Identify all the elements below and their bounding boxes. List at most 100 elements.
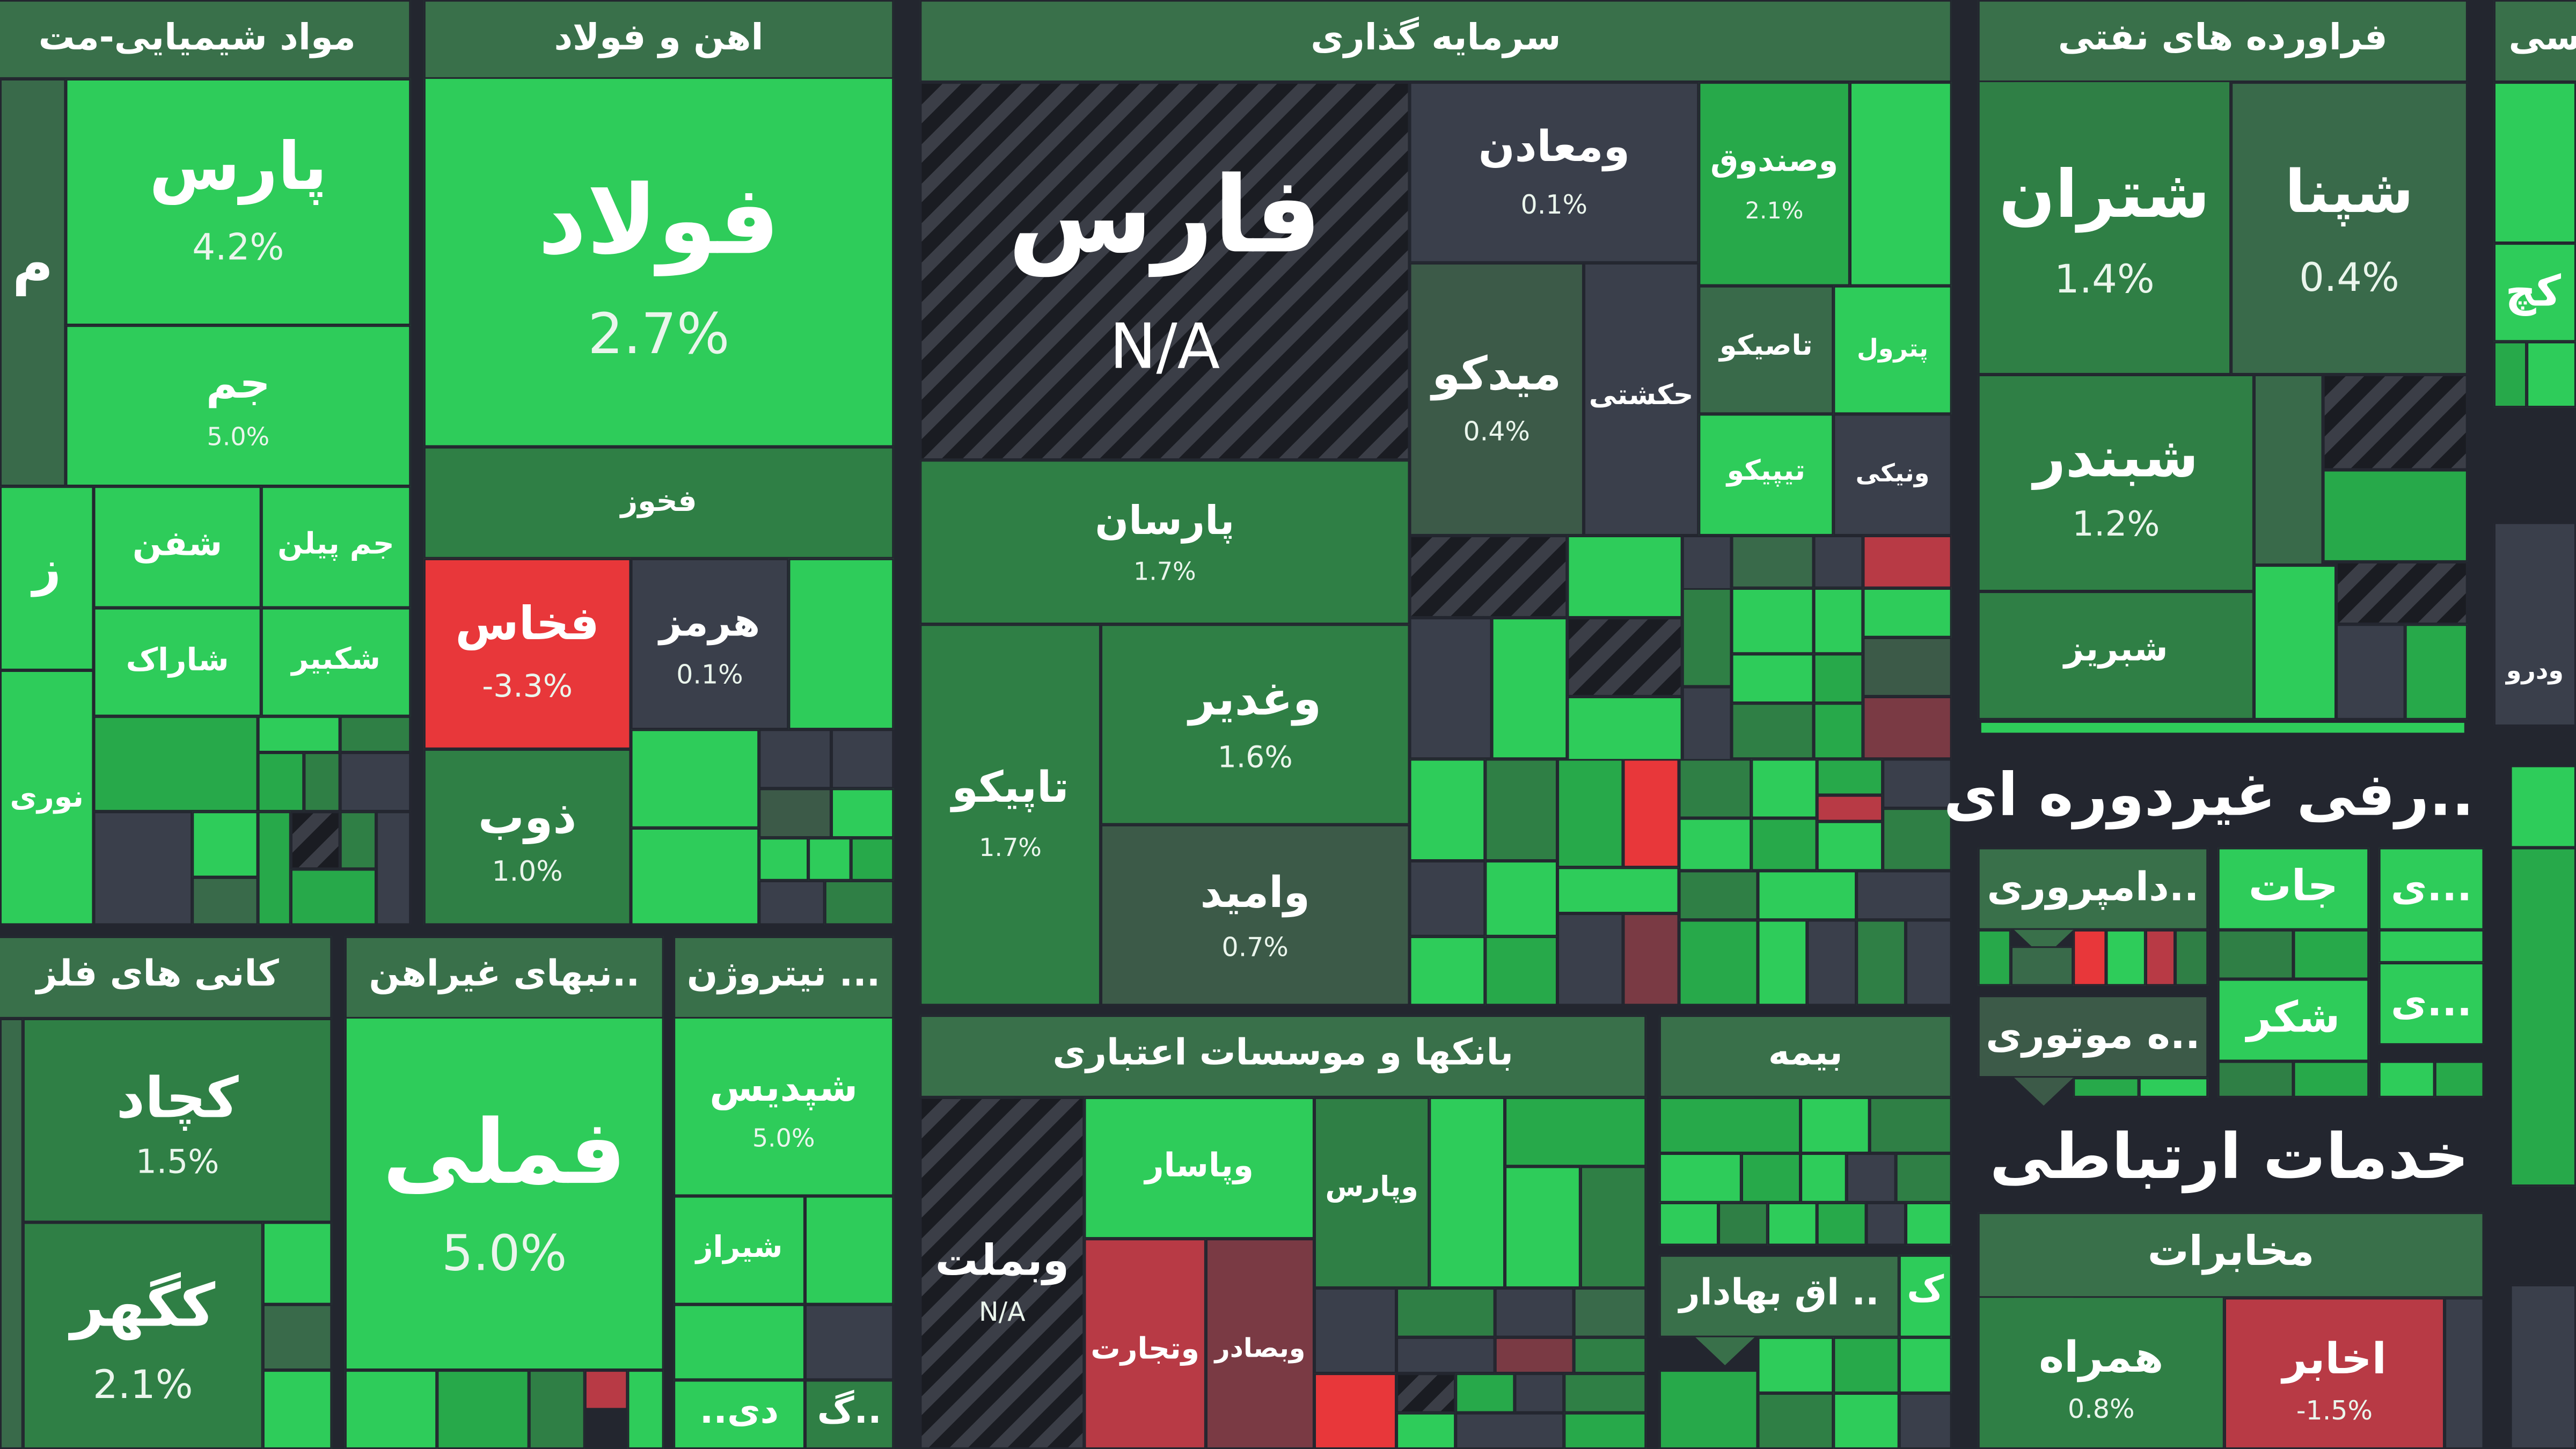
- tile-shafan[interactable]: شفن: [93, 486, 261, 608]
- tile-small[interactable]: [1495, 1287, 1574, 1337]
- sector-header-steel[interactable]: اهن و فولاد: [423, 0, 894, 79]
- tile-small[interactable]: [1659, 1153, 1741, 1203]
- tile-pars[interactable]: پارس 4.2%: [65, 78, 411, 326]
- tile-small[interactable]: [1741, 1153, 1801, 1203]
- tile-small[interactable]: [1396, 1337, 1495, 1374]
- tile-vaghadir[interactable]: وغدیر 1.6%: [1101, 624, 1410, 825]
- tile-small[interactable]: [1557, 913, 1623, 1006]
- tile-small[interactable]: [2379, 1061, 2435, 1097]
- tile-foolad[interactable]: فولاد 2.7%: [423, 78, 894, 447]
- tile-small[interactable]: [262, 1370, 332, 1449]
- tile-small[interactable]: دی..: [674, 1380, 805, 1449]
- tile-small[interactable]: [2493, 82, 2576, 244]
- tile-small[interactable]: [2106, 930, 2146, 986]
- tile-small[interactable]: [1758, 1337, 1834, 1393]
- tile-small[interactable]: [1817, 1202, 1867, 1246]
- tile-small[interactable]: [1564, 1413, 1646, 1449]
- tile-kegohar[interactable]: کگهر 2.1%: [23, 1222, 263, 1449]
- tile-small[interactable]: [93, 716, 258, 812]
- tile-small[interactable]: [831, 729, 894, 789]
- tile-small[interactable]: [1485, 861, 1558, 936]
- tile-small[interactable]: [2010, 946, 2074, 986]
- tile-small[interactable]: [376, 811, 411, 925]
- tile-fars[interactable]: فارس N/A: [920, 82, 1410, 460]
- tile-small[interactable]: [1817, 759, 1883, 795]
- tile-small[interactable]: [1623, 759, 1679, 868]
- tile-small[interactable]: [1409, 759, 1485, 861]
- tile-small[interactable]: [1731, 588, 1814, 654]
- tile-small[interactable]: [1866, 1202, 1906, 1246]
- tile-small[interactable]: ..گ: [804, 1380, 894, 1449]
- tile-small[interactable]: [2510, 765, 2576, 848]
- tile-small[interactable]: [1863, 637, 1952, 697]
- tile-small[interactable]: [1813, 588, 1863, 654]
- tile-small[interactable]: [2434, 1061, 2484, 1097]
- tile-small[interactable]: [627, 1370, 664, 1449]
- tile-small[interactable]: [824, 880, 894, 925]
- tile-small[interactable]: [804, 1304, 894, 1380]
- tile-nouri[interactable]: نوری: [0, 670, 94, 925]
- tile-tapico[interactable]: تاپیکو 1.7%: [920, 624, 1101, 1006]
- tile-small[interactable]: [2253, 374, 2323, 566]
- tile-small[interactable]: [1849, 82, 1952, 286]
- tile-small[interactable]: [759, 880, 825, 925]
- tile-parsan[interactable]: پارسان 1.7%: [920, 460, 1410, 625]
- tile-small[interactable]: [192, 811, 258, 877]
- tile-shiraz[interactable]: شیراز: [674, 1196, 805, 1305]
- tile-small[interactable]: [1801, 1153, 1847, 1203]
- tile-small[interactable]: [584, 1370, 628, 1410]
- tile-shetran[interactable]: شتران 1.4%: [1978, 82, 2231, 375]
- tile-small[interactable]: [1863, 696, 1952, 759]
- tile-small[interactable]: [2336, 624, 2405, 720]
- sector-header-banks[interactable]: بانکها و موسسات اعتباری: [920, 1015, 1646, 1097]
- tile-jam[interactable]: جم 5.0%: [65, 325, 411, 487]
- tile-small[interactable]: [340, 752, 411, 812]
- sector-header-insurance[interactable]: بیمه: [1659, 1015, 1952, 1097]
- tile-small[interactable]: [1751, 818, 1817, 871]
- sector-header-jat[interactable]: جات: [2218, 847, 2369, 930]
- tile-small[interactable]: [258, 752, 304, 812]
- tile-zob[interactable]: ذوب 1.0%: [423, 749, 631, 925]
- tile-shabandar[interactable]: شبندر 1.2%: [1978, 374, 2254, 592]
- tile-small[interactable]: [1564, 1373, 1646, 1413]
- tile-small[interactable]: [1409, 861, 1485, 936]
- tile-small[interactable]: [1978, 930, 2011, 986]
- tile-vanik[interactable]: ونیکی: [1833, 414, 1952, 536]
- sector-header-nonmetal[interactable]: ..نبهای غیراهن: [345, 936, 664, 1019]
- tile-small[interactable]: [340, 811, 377, 869]
- tile-vabsader[interactable]: وبصادر: [1205, 1239, 1314, 1449]
- tile-small[interactable]: [1485, 936, 1558, 1006]
- tile-small[interactable]: [1863, 535, 1952, 588]
- tile-small[interactable]: [1557, 867, 1679, 914]
- tile-small[interactable]: [1495, 1337, 1574, 1374]
- tile-hamrah[interactable]: همراه 0.8%: [1978, 1298, 2224, 1449]
- sector-header-chemicals[interactable]: مواد شیمیایی-مت: [0, 0, 411, 79]
- tile-small[interactable]: [1682, 588, 1732, 687]
- tile-small[interactable]: [1863, 588, 1952, 638]
- tile-small[interactable]: [2405, 624, 2468, 720]
- tile-small[interactable]: [1679, 870, 1758, 920]
- sector-header-damprori[interactable]: ..دامپروری: [1978, 847, 2208, 930]
- tile-small[interactable]: [1767, 1202, 1817, 1246]
- tile-small[interactable]: [1567, 696, 1682, 763]
- sector-header-petroleum[interactable]: فراورده های نفتی: [1978, 0, 2468, 83]
- tile-vabemellat[interactable]: وبملت N/A: [920, 1097, 1085, 1449]
- tile-vapasar[interactable]: وپاسار: [1084, 1097, 1314, 1239]
- tile-small[interactable]: [1429, 1097, 1505, 1288]
- sector-header-motori[interactable]: ..ه موتوری: [1978, 996, 2208, 1078]
- tile-small[interactable]: [2175, 930, 2208, 986]
- tile-small[interactable]: [831, 788, 894, 838]
- tile-jampilen[interactable]: جم پیلن: [261, 486, 411, 608]
- tile-small[interactable]: [1505, 1097, 1646, 1167]
- tile-small[interactable]: [1567, 535, 1682, 618]
- tile-small[interactable]: [1869, 1097, 1952, 1153]
- tile-small[interactable]: [1801, 1097, 1870, 1153]
- tile-small[interactable]: [1751, 759, 1817, 818]
- tile-small[interactable]: [304, 752, 340, 812]
- tile-small[interactable]: [262, 1304, 332, 1371]
- tile-z[interactable]: ز: [0, 486, 94, 670]
- tile-small[interactable]: [2510, 847, 2576, 1187]
- tile-small[interactable]: [2145, 930, 2176, 986]
- tile-small[interactable]: [1896, 1153, 1952, 1203]
- tile-small[interactable]: [1409, 936, 1485, 1006]
